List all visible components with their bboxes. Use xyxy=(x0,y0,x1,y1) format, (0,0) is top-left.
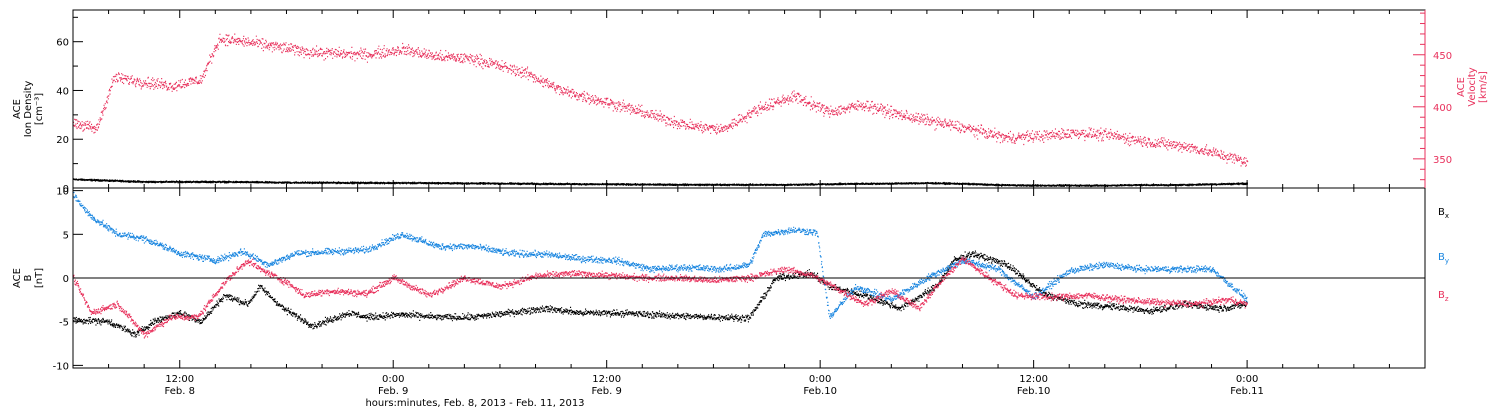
bottom-panel-scatter xyxy=(73,191,1248,339)
magnetic-axis-title: ACEB[nT] xyxy=(12,268,45,288)
bx-series xyxy=(73,250,1248,338)
magnetic-tick-label: 0 xyxy=(63,274,69,285)
axis-title-line: [km/s] xyxy=(1478,71,1489,103)
bz-series xyxy=(73,256,1248,339)
axis-ticks xyxy=(72,10,1426,368)
velocity-tick-label: 400 xyxy=(1433,103,1452,114)
legend-base: B xyxy=(1438,252,1445,263)
legend-by: By xyxy=(1438,252,1449,265)
legend-subscript: y xyxy=(1445,257,1449,265)
x-tick-day: Feb.10 xyxy=(803,386,837,397)
density-axis-title: ACEIon Density[cm⁻³] xyxy=(12,81,45,138)
legend-subscript: x xyxy=(1445,212,1449,220)
x-tick-day: Feb. 9 xyxy=(378,386,408,397)
density-tick-label: 20 xyxy=(56,135,69,146)
x-tick-time: 0:00 xyxy=(809,374,831,385)
x-tick-day: Feb.11 xyxy=(1230,386,1264,397)
legend-subscript: z xyxy=(1445,295,1449,303)
x-tick-time: 12:00 xyxy=(1019,374,1048,385)
top-panel-scatter xyxy=(73,33,1249,188)
axis-title-line: [cm⁻³] xyxy=(34,93,45,125)
axis-title-line: ACE xyxy=(1456,77,1467,97)
velocity-tick-label: 450 xyxy=(1433,51,1452,62)
legend-bz: Bz xyxy=(1438,290,1449,303)
axis-title-line: B xyxy=(23,274,34,281)
x-tick-time: 12:00 xyxy=(165,374,194,385)
x-tick-day: Feb. 9 xyxy=(591,386,621,397)
top-panel-frame xyxy=(72,9,1426,189)
axis-title-line: Ion Density xyxy=(23,81,34,138)
magnetic-tick-label: -5 xyxy=(59,318,69,329)
by-series xyxy=(73,191,1248,319)
magnetic-tick-label: 10 xyxy=(56,187,69,198)
legend-base: B xyxy=(1438,290,1445,301)
axis-title-line: ACE xyxy=(12,99,23,119)
axis-title-line: Velocity xyxy=(1467,67,1478,106)
legend-bx: Bx xyxy=(1438,207,1449,220)
density-tick-label: 40 xyxy=(56,86,69,97)
density-tick-label: 0 xyxy=(63,184,69,195)
x-axis-title: hours:minutes, Feb. 8, 2013 - Feb. 11, 2… xyxy=(365,398,584,409)
legend-base: B xyxy=(1438,207,1445,218)
x-tick-time: 0:00 xyxy=(382,374,404,385)
magnetic-tick-label: -10 xyxy=(53,361,69,372)
x-tick-day: Feb. 8 xyxy=(165,386,195,397)
axis-title-line: ACE xyxy=(12,268,23,288)
velocity-tick-label: 350 xyxy=(1433,155,1452,166)
magnetic-tick-label: 5 xyxy=(63,230,69,241)
velocity-series xyxy=(73,33,1249,167)
density-tick-label: 60 xyxy=(56,38,69,49)
x-tick-time: 12:00 xyxy=(592,374,621,385)
x-tick-time: 0:00 xyxy=(1236,374,1258,385)
axis-title-line: [nT] xyxy=(34,268,45,288)
density-series xyxy=(73,178,1248,188)
x-tick-day: Feb.10 xyxy=(1017,386,1051,397)
velocity-axis-title: ACEVelocity[km/s] xyxy=(1456,67,1489,106)
